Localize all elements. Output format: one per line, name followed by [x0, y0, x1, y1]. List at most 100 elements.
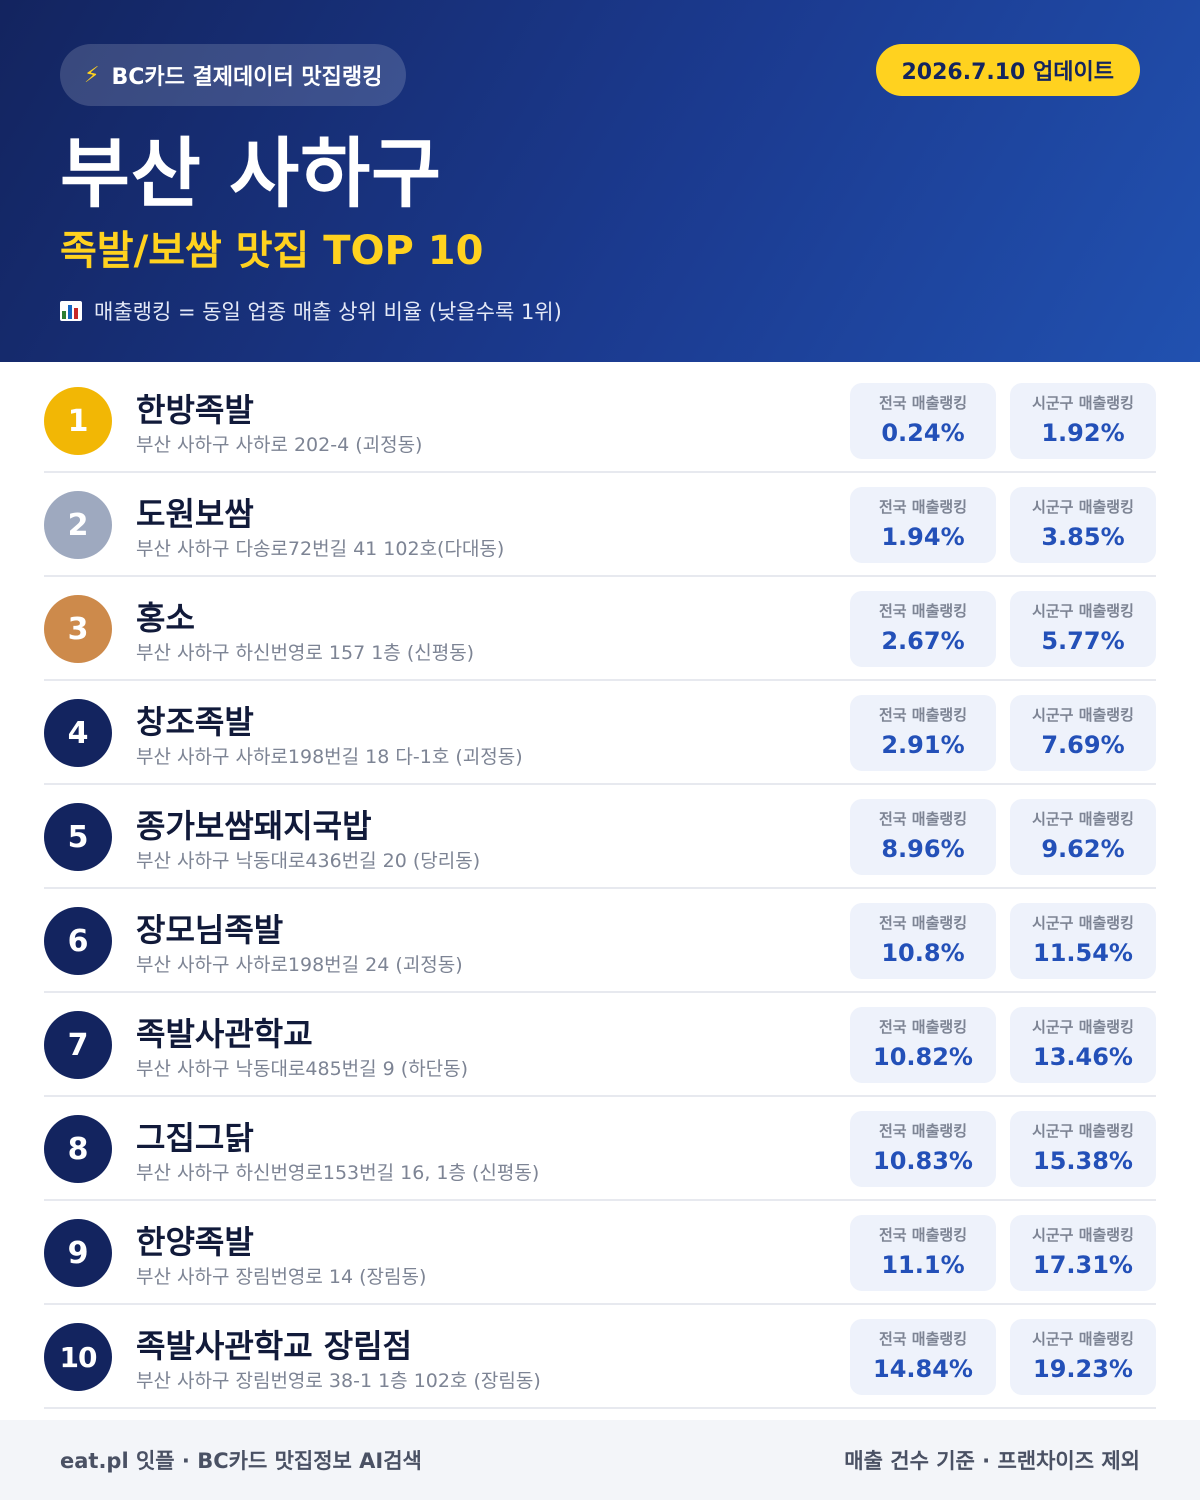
district-rank-card: 시군구 매출랭킹 3.85% [1010, 487, 1156, 563]
district-rank-value: 19.23% [1033, 1355, 1133, 1383]
lightning-icon: ⚡ [84, 62, 100, 88]
list-item[interactable]: 2 도원보쌈 부산 사하구 다송로72번길 41 102호(다대동) 전국 매출… [44, 473, 1156, 577]
district-rank-label: 시군구 매출랭킹 [1032, 498, 1134, 516]
national-rank-card: 전국 매출랭킹 10.8% [850, 903, 996, 979]
restaurant-address: 부산 사하구 낙동대로485번길 9 (하단동) [136, 1058, 469, 1080]
rank-badge: 4 [44, 699, 112, 767]
restaurant-name: 홍소 [136, 599, 195, 637]
national-rank-card: 전국 매출랭킹 0.24% [850, 383, 996, 459]
restaurant-name: 도원보쌈 [136, 495, 254, 533]
restaurant-address: 부산 사하구 장림번영로 38-1 1층 102호 (장림동) [136, 1370, 541, 1392]
national-rank-card: 전국 매출랭킹 2.67% [850, 591, 996, 667]
page-title: 부산 사하구 [60, 129, 443, 218]
header-banner: ⚡ BC카드 결제데이터 맛집랭킹 2026.7.10 업데이트 부산 사하구 … [0, 0, 1200, 362]
restaurant-name: 한양족발 [136, 1223, 254, 1261]
district-rank-card: 시군구 매출랭킹 11.54% [1010, 903, 1156, 979]
district-rank-card: 시군구 매출랭킹 1.92% [1010, 383, 1156, 459]
restaurant-name: 족발사관학교 [136, 1015, 313, 1053]
rank-badge: 8 [44, 1115, 112, 1183]
rank-badge: 5 [44, 803, 112, 871]
national-rank-card: 전국 매출랭킹 14.84% [850, 1319, 996, 1395]
restaurant-address: 부산 사하구 낙동대로436번길 20 (당리동) [136, 850, 481, 872]
national-rank-label: 전국 매출랭킹 [878, 914, 968, 932]
list-item[interactable]: 8 그집그닭 부산 사하구 하신번영로153번길 16, 1층 (신평동) 전국… [44, 1097, 1156, 1201]
district-rank-label: 시군구 매출랭킹 [1032, 1018, 1134, 1036]
list-item[interactable]: 6 장모님족발 부산 사하구 사하로198번길 24 (괴정동) 전국 매출랭킹… [44, 889, 1156, 993]
district-rank-value: 15.38% [1033, 1147, 1133, 1175]
national-rank-label: 전국 매출랭킹 [878, 1226, 968, 1244]
district-rank-label: 시군구 매출랭킹 [1032, 394, 1134, 412]
district-rank-card: 시군구 매출랭킹 9.62% [1010, 799, 1156, 875]
rank-badge: 6 [44, 907, 112, 975]
list-item[interactable]: 3 홍소 부산 사하구 하신번영로 157 1층 (신평동) 전국 매출랭킹 2.… [44, 577, 1156, 681]
restaurant-address: 부산 사하구 장림번영로 14 (장림동) [136, 1266, 427, 1288]
national-rank-label: 전국 매출랭킹 [878, 498, 968, 516]
restaurant-address: 부산 사하구 사하로198번길 18 다-1호 (괴정동) [136, 746, 523, 768]
district-rank-card: 시군구 매출랭킹 17.31% [1010, 1215, 1156, 1291]
national-rank-card: 전국 매출랭킹 10.82% [850, 1007, 996, 1083]
national-rank-label: 전국 매출랭킹 [878, 602, 968, 620]
footer: eat.pl 잇플 · BC카드 맛집정보 AI검색 매출 건수 기준 · 프랜… [0, 1420, 1200, 1500]
national-rank-value: 1.94% [881, 523, 965, 551]
national-rank-card: 전국 매출랭킹 2.91% [850, 695, 996, 771]
district-rank-value: 7.69% [1041, 731, 1125, 759]
district-rank-card: 시군구 매출랭킹 15.38% [1010, 1111, 1156, 1187]
footer-criteria: 매출 건수 기준 · 프랜차이즈 제외 [844, 1449, 1140, 1473]
rank-badge: 9 [44, 1219, 112, 1287]
ranking-note-text: 매출랭킹 = 동일 업종 매출 상위 비율 (낮을수록 1위) [94, 300, 562, 324]
district-rank-value: 1.92% [1041, 419, 1125, 447]
restaurant-address: 부산 사하구 사하로 202-4 (괴정동) [136, 434, 423, 456]
list-item[interactable]: 4 창조족발 부산 사하구 사하로198번길 18 다-1호 (괴정동) 전국 … [44, 681, 1156, 785]
national-rank-value: 11.1% [881, 1251, 965, 1279]
ranking-note: 매출랭킹 = 동일 업종 매출 상위 비율 (낮을수록 1위) [60, 296, 562, 326]
rank-badge: 3 [44, 595, 112, 663]
national-rank-value: 2.91% [881, 731, 965, 759]
list-item[interactable]: 1 한방족발 부산 사하구 사하로 202-4 (괴정동) 전국 매출랭킹 0.2… [44, 369, 1156, 473]
national-rank-value: 0.24% [881, 419, 965, 447]
national-rank-label: 전국 매출랭킹 [878, 1330, 968, 1348]
source-badge-label: BC카드 결제데이터 맛집랭킹 [111, 65, 383, 90]
rank-badge: 2 [44, 491, 112, 559]
district-rank-card: 시군구 매출랭킹 5.77% [1010, 591, 1156, 667]
district-rank-value: 3.85% [1041, 523, 1125, 551]
list-item[interactable]: 5 종가보쌈돼지국밥 부산 사하구 낙동대로436번길 20 (당리동) 전국 … [44, 785, 1156, 889]
national-rank-card: 전국 매출랭킹 10.83% [850, 1111, 996, 1187]
national-rank-card: 전국 매출랭킹 1.94% [850, 487, 996, 563]
district-rank-value: 9.62% [1041, 835, 1125, 863]
district-rank-card: 시군구 매출랭킹 13.46% [1010, 1007, 1156, 1083]
national-rank-label: 전국 매출랭킹 [878, 810, 968, 828]
restaurant-name: 그집그닭 [136, 1119, 254, 1157]
page-subtitle: 족발/보쌈 맛집 TOP 10 [60, 228, 484, 274]
restaurant-address: 부산 사하구 사하로198번길 24 (괴정동) [136, 954, 463, 976]
district-rank-label: 시군구 매출랭킹 [1032, 1330, 1134, 1348]
district-rank-value: 17.31% [1033, 1251, 1133, 1279]
restaurant-name: 장모님족발 [136, 911, 284, 949]
national-rank-card: 전국 매출랭킹 11.1% [850, 1215, 996, 1291]
list-item[interactable]: 10 족발사관학교 장림점 부산 사하구 장림번영로 38-1 1층 102호 … [44, 1305, 1156, 1409]
district-rank-value: 13.46% [1033, 1043, 1133, 1071]
national-rank-card: 전국 매출랭킹 8.96% [850, 799, 996, 875]
national-rank-value: 10.83% [873, 1147, 973, 1175]
district-rank-label: 시군구 매출랭킹 [1032, 1122, 1134, 1140]
national-rank-value: 8.96% [881, 835, 965, 863]
list-item[interactable]: 7 족발사관학교 부산 사하구 낙동대로485번길 9 (하단동) 전국 매출랭… [44, 993, 1156, 1097]
list-item[interactable]: 9 한양족발 부산 사하구 장림번영로 14 (장림동) 전국 매출랭킹 11.1… [44, 1201, 1156, 1305]
footer-source: eat.pl 잇플 · BC카드 맛집정보 AI검색 [60, 1449, 422, 1473]
restaurant-list: 1 한방족발 부산 사하구 사하로 202-4 (괴정동) 전국 매출랭킹 0.2… [44, 369, 1156, 1409]
rank-badge: 1 [44, 387, 112, 455]
national-rank-label: 전국 매출랭킹 [878, 394, 968, 412]
district-rank-label: 시군구 매출랭킹 [1032, 602, 1134, 620]
national-rank-label: 전국 매출랭킹 [878, 706, 968, 724]
restaurant-name: 종가보쌈돼지국밥 [136, 807, 372, 845]
rank-badge: 10 [44, 1323, 112, 1391]
national-rank-value: 14.84% [873, 1355, 973, 1383]
rank-badge: 7 [44, 1011, 112, 1079]
national-rank-label: 전국 매출랭킹 [878, 1018, 968, 1036]
district-rank-card: 시군구 매출랭킹 7.69% [1010, 695, 1156, 771]
restaurant-address: 부산 사하구 하신번영로 157 1층 (신평동) [136, 642, 475, 664]
restaurant-name: 창조족발 [136, 703, 254, 741]
update-date-badge: 2026.7.10 업데이트 [875, 44, 1140, 96]
bar-chart-icon [60, 301, 82, 321]
district-rank-label: 시군구 매출랭킹 [1032, 706, 1134, 724]
district-rank-value: 5.77% [1041, 627, 1125, 655]
